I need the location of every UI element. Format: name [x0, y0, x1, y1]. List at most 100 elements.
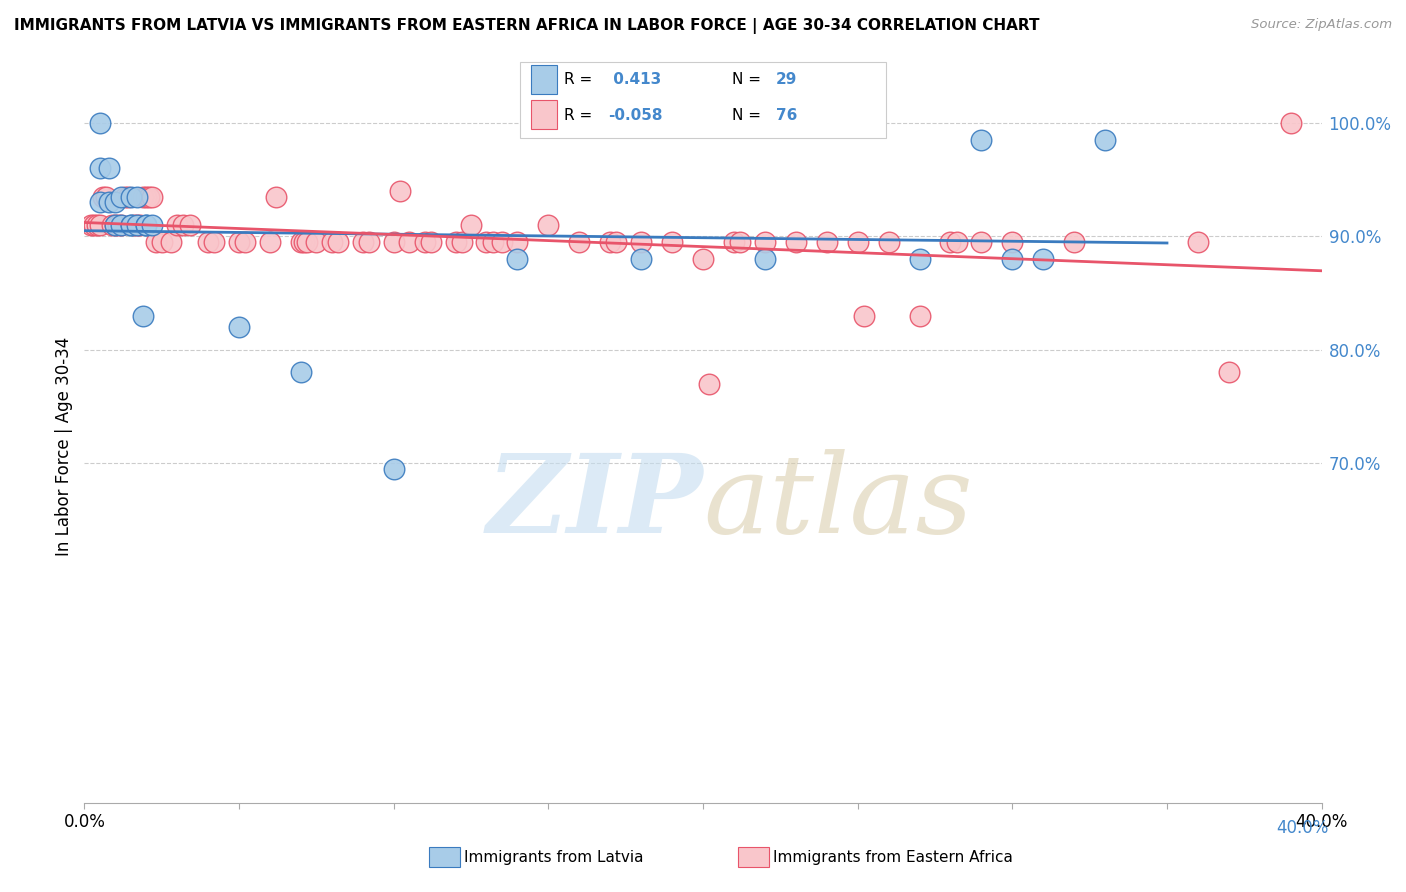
Point	[1063, 235, 1085, 249]
Point	[475, 235, 498, 249]
Point	[908, 309, 931, 323]
Point	[1218, 365, 1240, 379]
Point	[419, 235, 441, 249]
Text: Immigrants from Eastern Africa: Immigrants from Eastern Africa	[773, 850, 1014, 864]
Point	[259, 235, 281, 249]
Point	[264, 190, 287, 204]
Point	[661, 235, 683, 249]
Point	[89, 218, 111, 232]
Point	[132, 309, 155, 323]
Text: R =: R =	[564, 108, 598, 123]
Point	[728, 235, 751, 249]
Text: atlas: atlas	[703, 450, 973, 557]
Text: Source: ZipAtlas.com: Source: ZipAtlas.com	[1251, 18, 1392, 31]
Point	[506, 235, 529, 249]
Point	[104, 195, 127, 210]
Text: N =: N =	[733, 108, 766, 123]
Point	[939, 235, 962, 249]
Point	[89, 195, 111, 210]
Point	[506, 252, 529, 266]
Point	[145, 235, 167, 249]
Point	[1279, 116, 1302, 130]
Point	[160, 235, 183, 249]
Point	[120, 218, 142, 232]
Point	[481, 235, 503, 249]
Point	[120, 190, 142, 204]
Point	[290, 365, 312, 379]
Point	[202, 235, 225, 249]
Point	[125, 218, 148, 232]
Point	[228, 235, 250, 249]
Point	[382, 461, 405, 475]
Point	[1094, 133, 1116, 147]
Point	[568, 235, 591, 249]
Point	[104, 218, 127, 232]
Point	[295, 235, 318, 249]
Text: IMMIGRANTS FROM LATVIA VS IMMIGRANTS FROM EASTERN AFRICA IN LABOR FORCE | AGE 30: IMMIGRANTS FROM LATVIA VS IMMIGRANTS FRO…	[14, 18, 1039, 34]
Point	[444, 235, 467, 249]
Point	[292, 235, 315, 249]
Point	[101, 218, 124, 232]
Point	[852, 309, 875, 323]
Point	[970, 235, 993, 249]
Point	[110, 218, 132, 232]
Point	[141, 218, 163, 232]
Text: 40.0%: 40.0%	[1277, 819, 1329, 837]
Point	[228, 320, 250, 334]
Point	[1032, 252, 1054, 266]
Point	[114, 190, 136, 204]
Point	[179, 218, 201, 232]
Point	[104, 218, 127, 232]
Point	[135, 218, 157, 232]
Point	[98, 195, 121, 210]
Text: R =: R =	[564, 72, 598, 87]
Point	[89, 161, 111, 176]
Point	[908, 252, 931, 266]
Point	[98, 161, 121, 176]
FancyBboxPatch shape	[520, 62, 886, 138]
Point	[83, 218, 105, 232]
Point	[537, 218, 560, 232]
Point	[79, 218, 101, 232]
Point	[754, 252, 776, 266]
Point	[110, 218, 132, 232]
Point	[86, 218, 108, 232]
Point	[388, 184, 411, 198]
Point	[357, 235, 380, 249]
Text: 76: 76	[776, 108, 797, 123]
Point	[398, 235, 420, 249]
Point	[141, 190, 163, 204]
Point	[723, 235, 745, 249]
Point	[125, 218, 148, 232]
Point	[692, 252, 714, 266]
Point	[754, 235, 776, 249]
Point	[166, 218, 188, 232]
Text: 29: 29	[776, 72, 797, 87]
Point	[122, 218, 145, 232]
Point	[815, 235, 838, 249]
Text: N =: N =	[733, 72, 766, 87]
Point	[197, 235, 219, 249]
Point	[233, 235, 256, 249]
Point	[305, 235, 328, 249]
Text: 0.413: 0.413	[607, 72, 661, 87]
Point	[117, 190, 139, 204]
Point	[785, 235, 807, 249]
Point	[630, 252, 652, 266]
Point	[172, 218, 194, 232]
Point	[120, 218, 142, 232]
Point	[91, 190, 114, 204]
Point	[129, 218, 152, 232]
Point	[450, 235, 472, 249]
Point	[107, 218, 129, 232]
Point	[599, 235, 621, 249]
Text: Immigrants from Latvia: Immigrants from Latvia	[464, 850, 644, 864]
Point	[970, 133, 993, 147]
Point	[94, 190, 117, 204]
Bar	[531, 101, 557, 129]
Point	[382, 235, 405, 249]
Point	[945, 235, 967, 249]
Y-axis label: In Labor Force | Age 30-34: In Labor Force | Age 30-34	[55, 336, 73, 556]
Point	[630, 235, 652, 249]
Point	[135, 190, 157, 204]
